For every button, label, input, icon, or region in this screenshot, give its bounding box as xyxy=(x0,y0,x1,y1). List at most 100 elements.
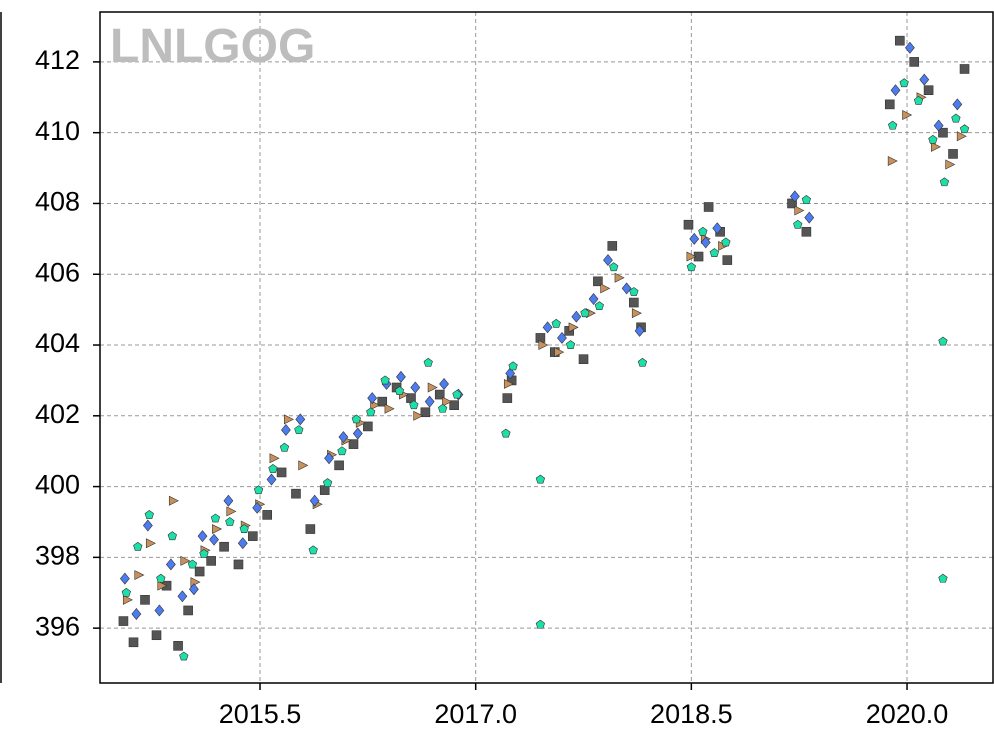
point xyxy=(933,119,944,132)
point xyxy=(449,400,459,410)
point xyxy=(167,531,177,541)
point xyxy=(938,127,948,138)
point xyxy=(890,84,901,97)
point xyxy=(938,336,948,346)
point xyxy=(600,283,611,294)
point xyxy=(923,85,934,96)
point xyxy=(212,524,223,535)
point xyxy=(709,248,719,257)
point xyxy=(427,382,438,393)
point xyxy=(959,64,970,74)
point xyxy=(452,389,462,399)
point xyxy=(199,548,209,558)
point xyxy=(151,630,162,641)
point xyxy=(721,237,731,247)
point xyxy=(165,558,176,571)
point xyxy=(295,413,306,426)
point xyxy=(578,354,589,364)
point xyxy=(206,556,216,566)
point xyxy=(621,282,632,295)
point xyxy=(269,453,280,464)
point xyxy=(119,572,130,585)
point xyxy=(902,110,913,120)
point xyxy=(121,587,131,597)
point xyxy=(945,159,956,170)
point xyxy=(279,442,290,452)
point xyxy=(409,400,419,410)
point xyxy=(322,478,333,487)
point xyxy=(423,357,433,367)
point xyxy=(140,595,150,605)
point xyxy=(535,619,546,629)
point xyxy=(179,651,189,661)
point xyxy=(253,485,264,495)
point xyxy=(614,272,625,283)
point xyxy=(366,407,376,417)
point xyxy=(380,375,390,385)
point xyxy=(237,537,248,550)
point xyxy=(210,513,221,523)
point xyxy=(144,510,154,519)
point xyxy=(683,219,694,230)
point xyxy=(557,331,567,344)
x-tick-label: 2017.0 xyxy=(434,699,517,729)
point xyxy=(420,407,431,418)
point xyxy=(434,389,445,400)
point xyxy=(804,211,815,224)
point xyxy=(134,570,145,581)
point xyxy=(248,531,258,541)
point xyxy=(145,538,156,549)
y-tick-label: 396 xyxy=(35,611,80,641)
y-tick-label: 402 xyxy=(35,399,80,429)
point xyxy=(634,324,645,337)
y-tick-label: 398 xyxy=(35,540,80,570)
point xyxy=(177,590,188,603)
point xyxy=(794,205,805,216)
point xyxy=(377,396,388,407)
y-tick-label: 412 xyxy=(35,45,80,75)
plot-area xyxy=(100,12,993,683)
point xyxy=(180,555,191,566)
point xyxy=(157,580,168,591)
point xyxy=(442,396,453,407)
point xyxy=(223,494,234,507)
x-tick-label: 2020.0 xyxy=(866,699,949,729)
point xyxy=(884,99,895,110)
point xyxy=(712,222,723,235)
point xyxy=(895,35,905,46)
x-tick-label: 2015.5 xyxy=(219,699,302,729)
point xyxy=(801,226,812,237)
point xyxy=(503,378,514,389)
chart-title: LNLGOG xyxy=(110,20,315,73)
point xyxy=(905,41,915,54)
point xyxy=(363,421,373,432)
point xyxy=(722,255,733,265)
point xyxy=(801,195,812,204)
y-tick-label: 406 xyxy=(35,257,80,287)
point xyxy=(268,464,278,473)
point xyxy=(309,494,320,507)
point xyxy=(424,395,435,408)
point xyxy=(948,149,958,159)
point xyxy=(338,431,349,444)
point xyxy=(276,467,287,478)
point xyxy=(928,134,938,144)
point xyxy=(283,414,294,425)
point xyxy=(629,287,639,296)
point xyxy=(384,403,395,414)
point xyxy=(352,427,363,440)
point xyxy=(686,262,696,272)
point xyxy=(535,474,546,484)
point xyxy=(133,541,143,551)
point xyxy=(226,506,237,517)
point xyxy=(787,198,797,209)
point xyxy=(609,262,619,272)
point xyxy=(281,423,291,436)
point xyxy=(128,637,139,648)
point xyxy=(183,605,193,616)
point xyxy=(233,559,244,570)
point xyxy=(239,524,249,533)
point xyxy=(568,322,579,333)
point xyxy=(542,321,553,334)
point xyxy=(930,141,941,152)
